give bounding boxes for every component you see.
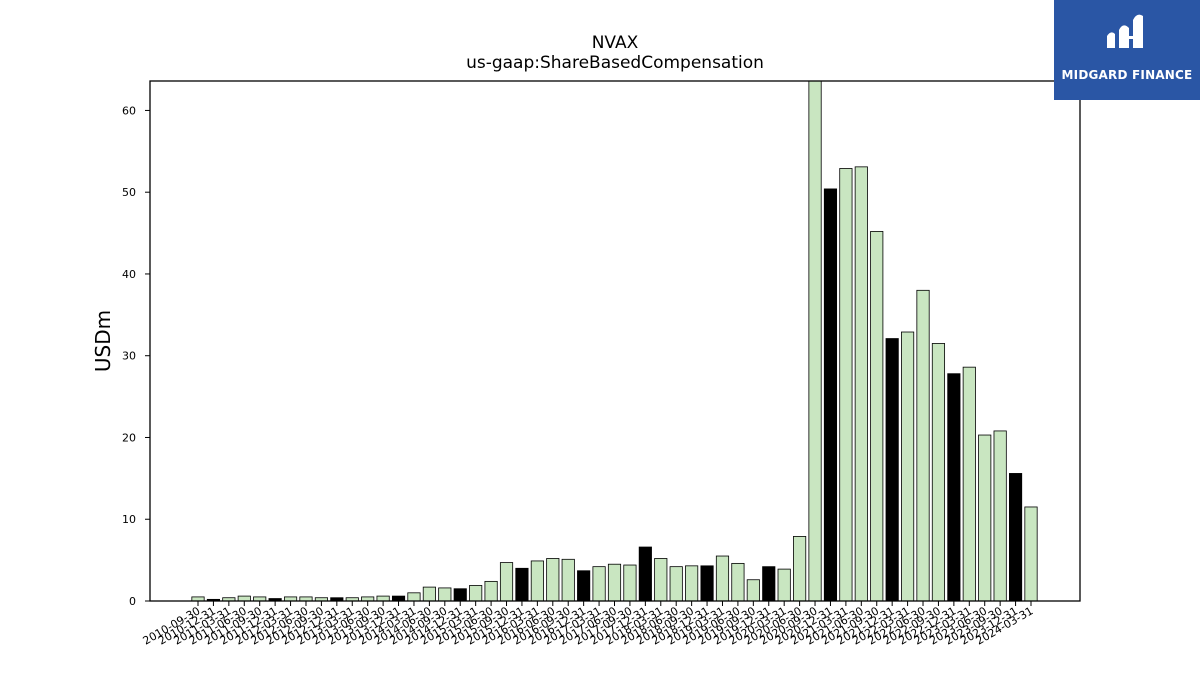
bar-2019-09-30 — [746, 579, 760, 602]
bar-2013-09-30 — [376, 595, 390, 602]
y-tick-label-60: 60 — [122, 104, 136, 117]
bar-2014-12-31 — [453, 588, 467, 602]
bar-2016-09-30 — [561, 558, 575, 602]
bar-2024-03-31 — [1024, 506, 1038, 602]
midgard-logo-icon — [1107, 14, 1143, 49]
y-tick-label-30: 30 — [122, 350, 136, 363]
bar-2021-06-30 — [854, 166, 868, 602]
bar-2016-03-31 — [530, 560, 544, 602]
y-tick-label-20: 20 — [122, 431, 136, 444]
y-tick-label-0: 0 — [129, 595, 136, 608]
bar-2015-09-30 — [499, 562, 514, 602]
bar-2022-03-31 — [901, 331, 915, 602]
bar-2019-03-31 — [715, 555, 730, 602]
bar-2023-12-31 — [1009, 473, 1023, 602]
bar-2017-09-30 — [623, 564, 637, 602]
bar-2020-09-30 — [808, 80, 822, 602]
bar-2023-09-30 — [993, 430, 1007, 602]
bar-2011-06-30 — [237, 595, 251, 602]
bar-2017-12-31 — [638, 546, 652, 602]
bar-2021-03-31 — [839, 168, 853, 602]
bar-2023-06-30 — [978, 434, 992, 602]
bar-2015-03-31 — [469, 585, 483, 602]
bar-2017-03-31 — [592, 566, 606, 602]
bar-2021-12-31 — [885, 338, 899, 602]
y-tick-label-40: 40 — [122, 268, 136, 281]
bar-2014-03-31 — [407, 592, 421, 602]
bar-2017-06-30 — [607, 563, 622, 602]
chart-subtitle: us-gaap:ShareBasedCompensation — [466, 53, 764, 73]
bar-2018-03-31 — [654, 558, 668, 602]
bar-2014-09-30 — [438, 587, 452, 602]
bar-2019-06-30 — [731, 562, 745, 602]
bar-2014-06-30 — [422, 586, 436, 602]
chart-title: NVAX — [591, 33, 639, 53]
bar-2013-12-31 — [391, 595, 406, 602]
bar-2020-03-31 — [777, 568, 791, 602]
bar-2018-12-31 — [700, 565, 714, 602]
bar-2016-12-31 — [577, 570, 591, 602]
midgard-finance-logo: MIDGARD FINANCE — [1054, 0, 1200, 100]
bar-2022-12-31 — [947, 373, 961, 602]
bar-2016-06-30 — [546, 558, 560, 602]
bar-2019-12-31 — [762, 566, 776, 602]
bar-2018-09-30 — [685, 565, 699, 602]
bar-2023-03-31 — [962, 366, 976, 602]
bar-2022-06-30 — [916, 289, 930, 602]
bar-2020-12-31 — [823, 188, 838, 602]
bar-2015-12-31 — [515, 567, 529, 602]
bar-2020-06-30 — [793, 536, 807, 602]
y-tick-label-10: 10 — [122, 513, 136, 526]
bar-2021-09-30 — [870, 231, 884, 602]
bar-2018-06-30 — [669, 566, 683, 602]
bar-2015-06-30 — [484, 580, 498, 602]
logo-text: MIDGARD FINANCE — [1061, 68, 1193, 82]
bar-2022-09-30 — [931, 343, 946, 602]
y-tick-label-50: 50 — [122, 186, 136, 199]
